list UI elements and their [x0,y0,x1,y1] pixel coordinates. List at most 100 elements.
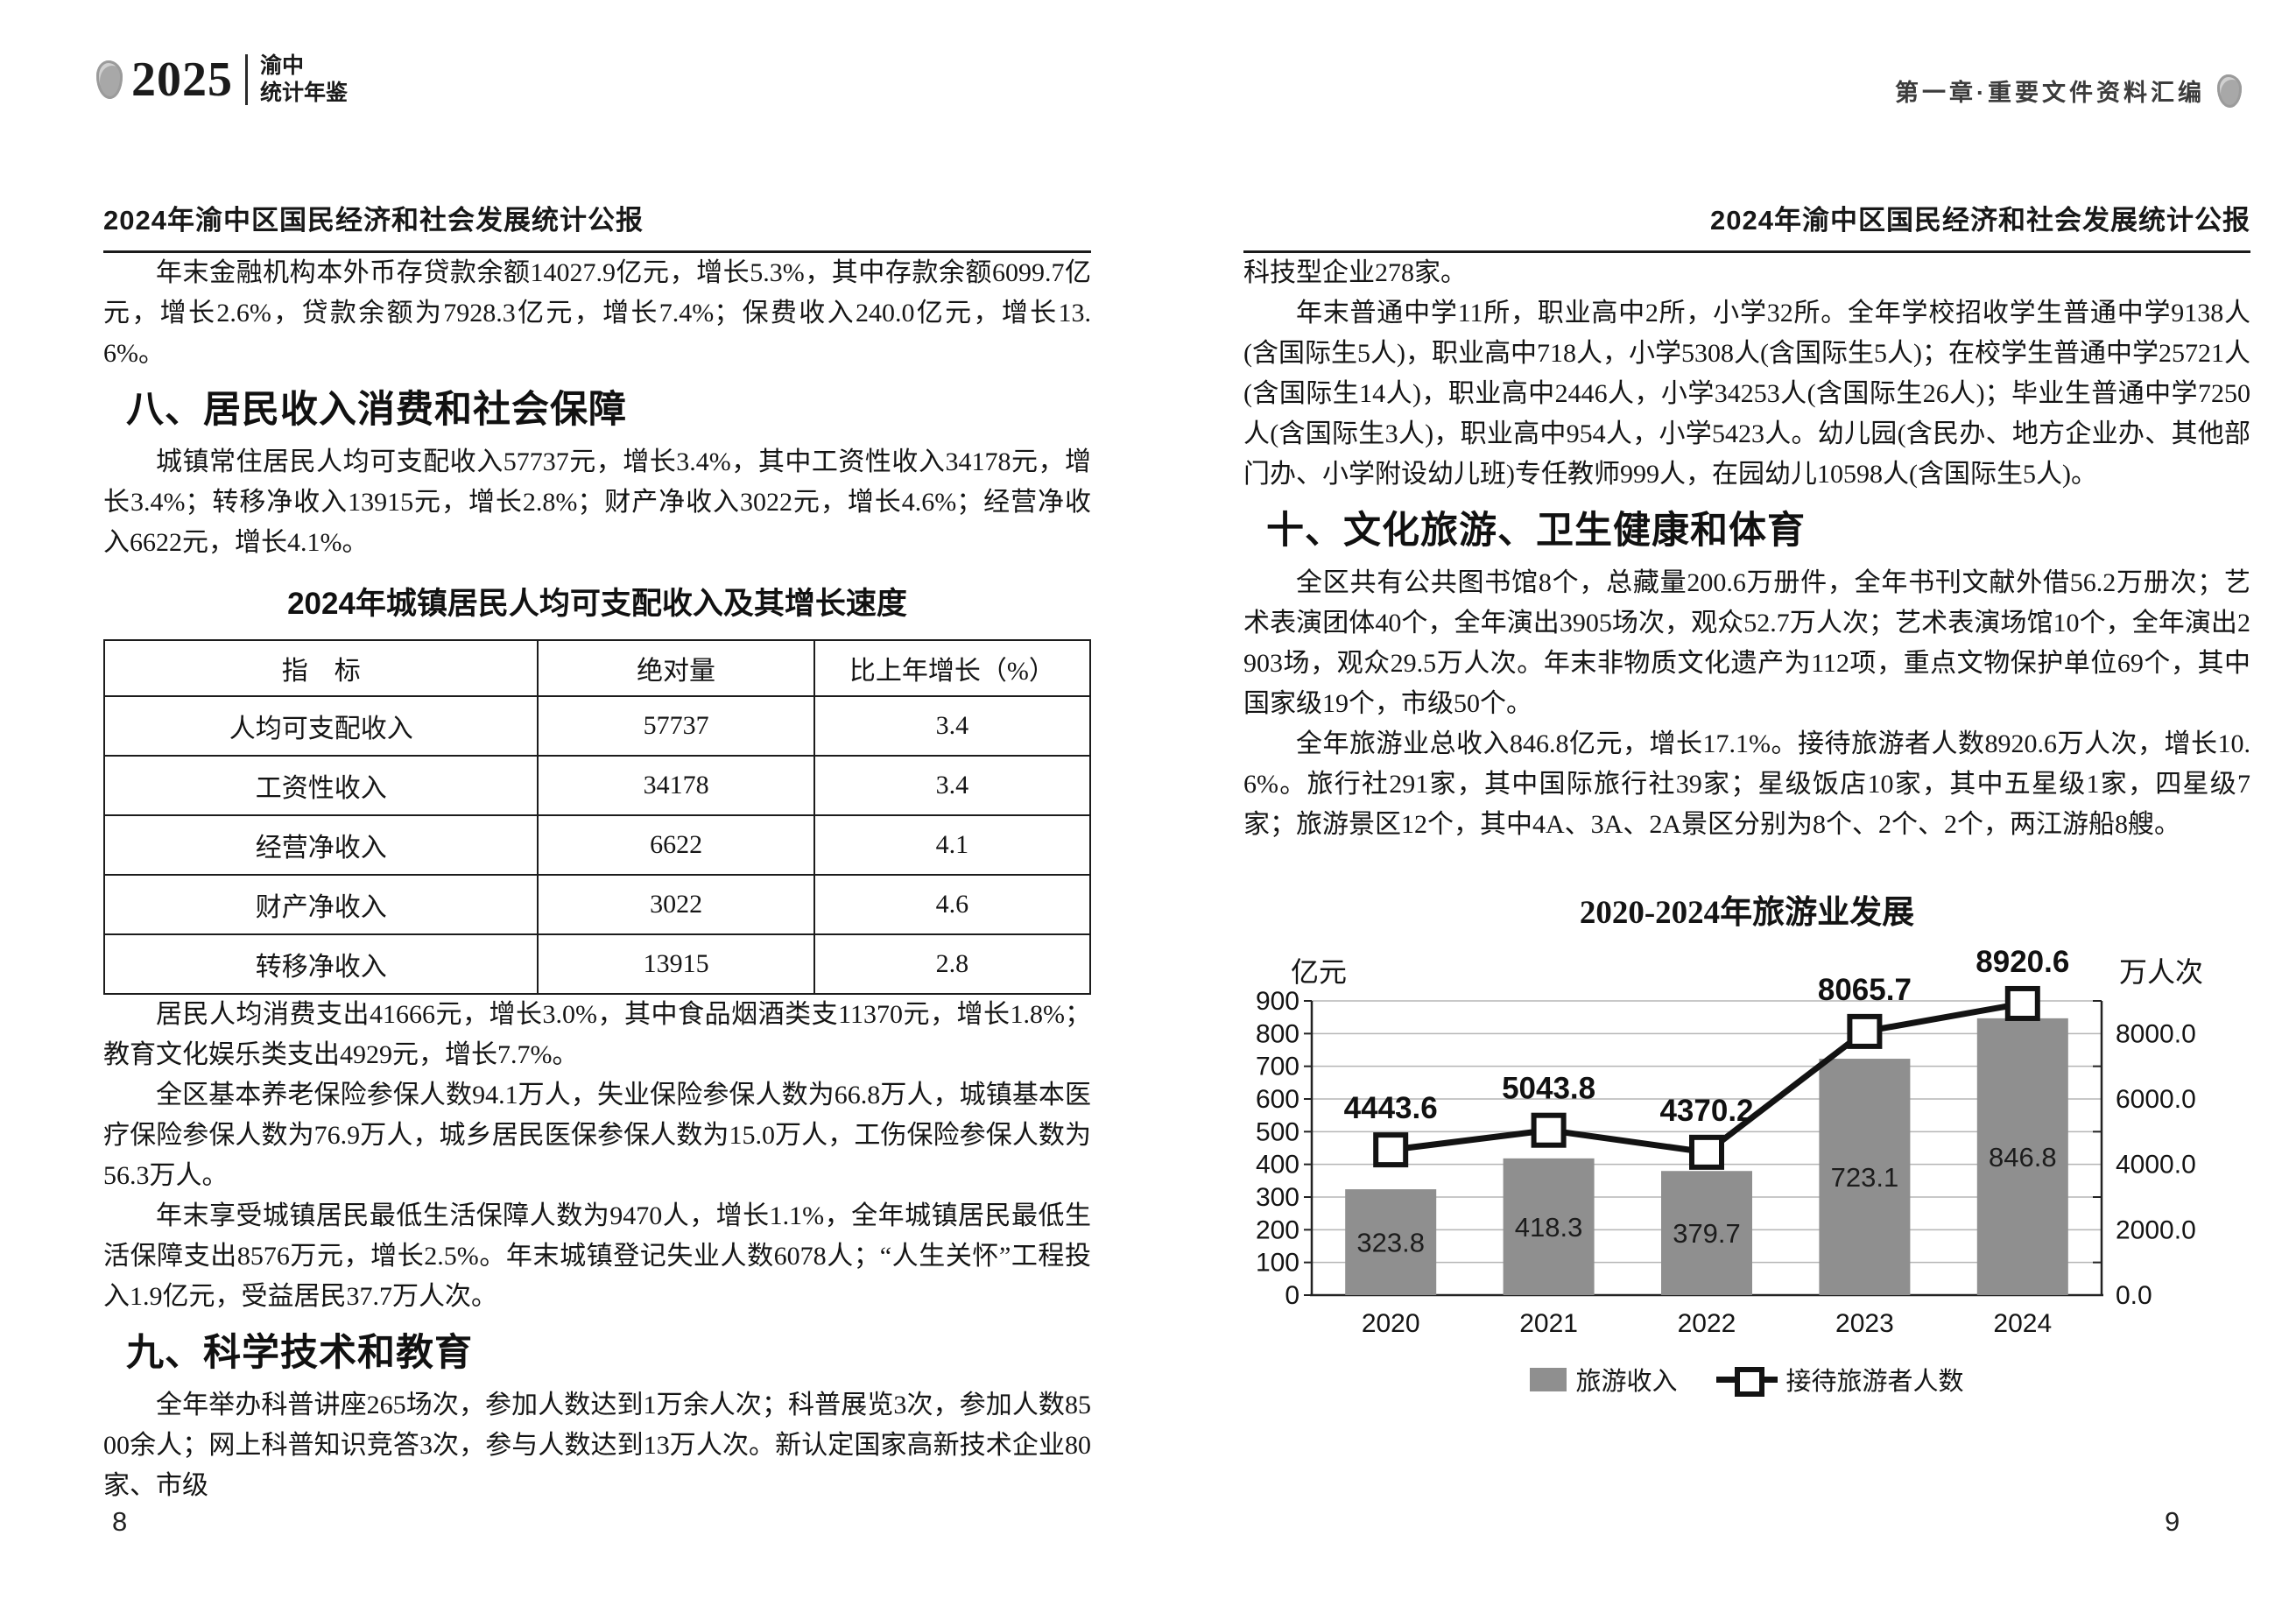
line-marker [1689,1134,1724,1170]
chart-legend: 旅游收入 接待旅游者人数 [1243,1361,2250,1398]
legend-label-bar: 旅游收入 [1575,1368,1678,1396]
table-row: 财产净收入 3022 4.6 [102,874,1092,935]
line-value-label: 8920.6 [1976,945,2069,979]
bar [1976,1018,2068,1295]
bar-value-label: 418.3 [1515,1212,1583,1243]
x-tick-label: 2024 [1993,1309,2052,1338]
table-row: 工资性收入 34178 3.4 [102,755,1092,816]
line-marker [1531,1112,1567,1148]
tourism-chart-plot: 0 100 200 300 400 500 600 700 800 900 0.0 2000.0 400… [1256,945,2203,1338]
cell-indicator: 工资性收入 [102,755,539,816]
table-header-row: 指 标 绝对量 比上年增长（%） [102,639,1092,697]
income-table-title: 2024年城镇居民人均可支配收入及其增长速度 [287,587,907,621]
bar [1819,1059,1911,1295]
paragraph-education: 年末普通中学11所，职业高中2所，小学32所。全年学校招收学生普通中学9138人… [1243,299,2250,489]
cell-absolute: 6622 [537,814,815,876]
x-tick-label: 2022 [1678,1309,1736,1338]
x-tick-label: 2021 [1519,1309,1578,1338]
table-header-indicator: 指 标 [102,639,539,697]
paragraph-insurance: 全区基本养老保险参保人数94.1万人，失业保险参保人数为66.8万人，城镇基本医… [103,1081,1091,1190]
yearbook-year: 2025 [131,53,233,107]
x-tick-label: 2023 [1835,1309,1894,1338]
svg-text:500: 500 [1256,1117,1299,1146]
svg-text:800: 800 [1256,1019,1299,1048]
legend-item-bar: 旅游收入 [1530,1361,1678,1398]
paragraph-income: 城镇常住居民人均可支配收入57737元，增长3.4%，其中工资性收入34178元… [103,447,1091,557]
paragraph-science: 全年举办科普讲座265场次，参加人数达到1万余人次；科普展览3次，参加人数850… [103,1391,1091,1500]
yearbook-seal-icon [96,60,123,99]
svg-text:4000.0: 4000.0 [2116,1151,2196,1180]
line-value-label: 4370.2 [1659,1094,1753,1128]
left-page-number: 8 [112,1506,128,1537]
svg-text:400: 400 [1256,1151,1299,1180]
paragraph-consumption: 居民人均消费支出41666元，增长3.0%，其中食品烟酒类支11370元，增长1… [103,1000,1091,1069]
chapter-title: 第一章·重要文件资料汇编 [1895,80,2205,106]
x-tick-label: 2020 [1362,1309,1420,1338]
section-10-heading: 十、文化旅游、卫生健康和体育 [1266,510,1806,552]
yearbook-brand: 2025 渝中 统计年鉴 [96,53,348,107]
bar [1503,1158,1595,1295]
paragraph-tourism: 全年旅游业总收入846.8亿元，增长17.1%。接待旅游者人数8920.6万人次… [1243,729,2250,839]
svg-text:600: 600 [1256,1085,1299,1114]
cell-indicator: 转移净收入 [102,933,539,995]
cell-indicator: 经营净收入 [102,814,539,876]
line-value-label: 4443.6 [1344,1091,1438,1125]
legend-item-line: 接待旅游者人数 [1715,1361,1964,1398]
right-axis-unit: 万人次 [2119,956,2203,988]
bar [1661,1171,1752,1295]
cell-growth: 3.4 [813,755,1092,816]
cell-absolute: 34178 [537,755,815,816]
yearbook-name-line2: 统计年鉴 [260,81,349,105]
yearbook-name-line1: 渝中 [260,54,305,78]
table-row: 转移净收入 13915 2.8 [102,933,1092,995]
cell-indicator: 财产净收入 [102,874,539,935]
bar-value-label: 846.8 [1989,1142,2057,1173]
bar-legend-swatch-icon [1530,1367,1567,1391]
table-row: 人均可支配收入 57737 3.4 [102,695,1092,757]
chart-title: 2020-2024年旅游业发展 [1579,895,1915,931]
cell-growth: 4.1 [813,814,1092,876]
line-legend-marker-icon [1715,1365,1778,1397]
left-page: 2024年渝中区国民经济和社会发展统计公报 年末金融机构本外币存贷款余额1402… [102,198,1092,1506]
paragraph-culture: 全区共有公共图书馆8个，总藏量200.6万册件，全年书刊文献外借56.2万册次；… [1243,568,2250,718]
right-page: 2024年渝中区国民经济和社会发展统计公报 科技型企业278家。 年末普通中学1… [1243,198,2250,1398]
svg-text:0: 0 [1285,1281,1299,1310]
svg-text:6000.0: 6000.0 [2116,1085,2196,1114]
cell-absolute: 3022 [537,874,815,935]
brand-divider [245,54,248,105]
cell-growth: 4.6 [813,874,1092,935]
cell-absolute: 13915 [537,933,815,995]
svg-text:200: 200 [1256,1215,1299,1244]
cell-absolute: 57737 [537,695,815,757]
left-page-title: 2024年渝中区国民经济和社会发展统计公报 [103,198,1091,253]
chapter-header: 第一章·重要文件资料汇编 [1895,74,2242,108]
line-series [1390,1000,2024,1156]
legend-label-line: 接待旅游者人数 [1785,1368,1964,1396]
income-table: 指 标 绝对量 比上年增长（%） 人均可支配收入 57737 3.4 工资性收入… [102,639,1092,995]
section-9-heading: 九、科学技术和教育 [126,1332,473,1374]
paragraph-welfare: 年末享受城镇居民最低生活保障人数为9470人，增长1.1%，全年城镇居民最低生活… [103,1201,1091,1311]
svg-text:700: 700 [1256,1053,1299,1081]
bar-value-label: 723.1 [1831,1162,1899,1193]
chapter-seal-icon [2217,74,2242,108]
bar-value-label: 379.7 [1673,1218,1741,1249]
table-header-growth: 比上年增长（%） [813,639,1092,697]
line-value-label: 5043.8 [1502,1072,1595,1106]
svg-text:2000.0: 2000.0 [2116,1215,2196,1244]
cell-growth: 3.4 [813,695,1092,757]
tourism-chart: 2020-2024年旅游业发展 0 100 200 300 400 500 600 700 80… [1243,885,2250,1398]
line-marker [2004,985,2040,1021]
paragraph-finance: 年末金融机构本外币存贷款余额14027.9亿元，增长5.3%，其中存款余额609… [103,258,1091,368]
cell-growth: 2.8 [813,933,1092,995]
table-header-absolute: 绝对量 [537,639,815,697]
svg-text:900: 900 [1256,987,1299,1016]
yearbook-name: 渝中 统计年鉴 [260,53,348,107]
right-page-title: 2024年渝中区国民经济和社会发展统计公报 [1243,198,2250,253]
svg-text:0.0: 0.0 [2116,1281,2152,1310]
line-value-label: 8065.7 [1818,973,1912,1007]
svg-text:8000.0: 8000.0 [2116,1019,2196,1048]
paragraph-tech-continued: 科技型企业278家。 [1243,258,1467,287]
section-8-heading: 八、居民收入消费和社会保障 [126,389,627,431]
line-marker [1373,1132,1409,1168]
